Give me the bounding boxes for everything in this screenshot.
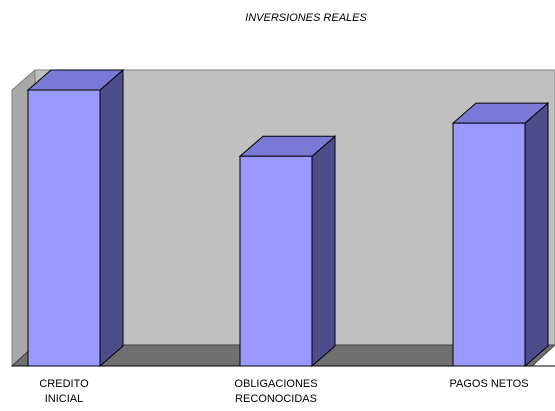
bar-side [524, 102, 549, 368]
bar-front [239, 155, 313, 367]
bar [451, 102, 550, 368]
bar-side [99, 68, 124, 368]
bar-side [311, 135, 336, 368]
chart-title: INVERSIONES REALES [245, 12, 367, 24]
x-tick-label: CREDITO INICIAL [39, 378, 89, 405]
x-tick-label: PAGOS NETOS [449, 378, 529, 390]
x-tick-label: OBLIGACIONES RECONOCIDAS [234, 378, 318, 405]
bar [238, 135, 337, 368]
bar-front [452, 122, 526, 367]
bar-front [27, 89, 101, 367]
bar [26, 68, 125, 368]
